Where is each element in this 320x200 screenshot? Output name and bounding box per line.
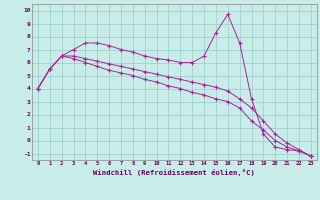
X-axis label: Windchill (Refroidissement éolien,°C): Windchill (Refroidissement éolien,°C): [93, 169, 255, 176]
